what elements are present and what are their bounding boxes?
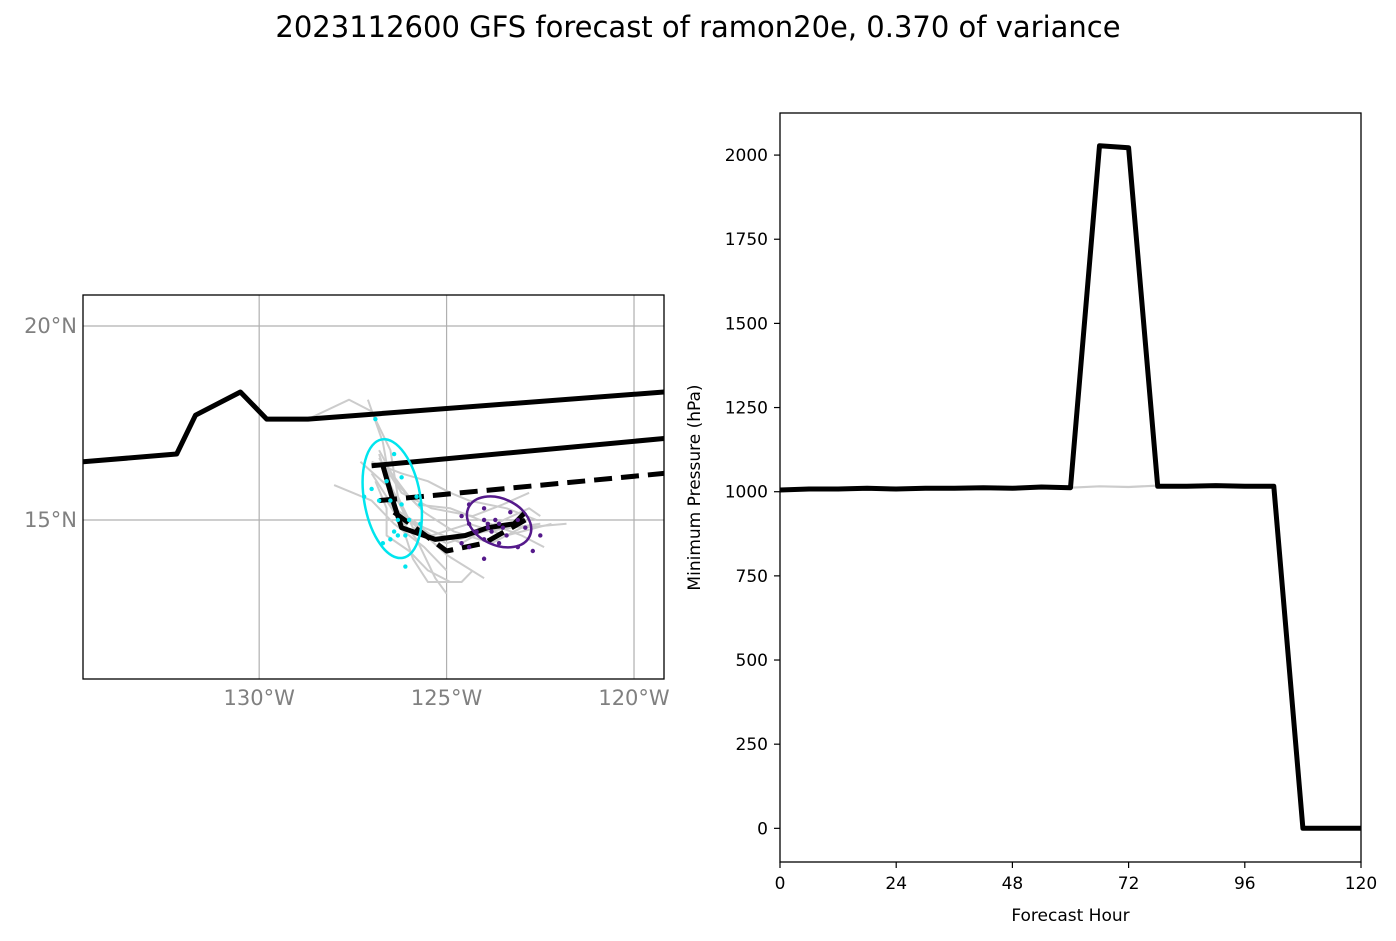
cluster-a-point	[361, 494, 367, 499]
cluster-b-point	[496, 541, 502, 546]
ensemble-track	[374, 480, 451, 583]
y-tick-label: 1000	[725, 483, 768, 503]
y-tick-label: 0	[757, 819, 768, 839]
cluster-a-point	[388, 498, 393, 503]
ensemble-track	[307, 398, 541, 545]
y-tick-label: 250	[736, 735, 768, 755]
cluster-a-point	[418, 502, 423, 507]
map-tracks	[83, 389, 664, 554]
x-tick-label: 24	[885, 874, 907, 894]
y-tick-label: 1250	[725, 399, 768, 419]
cluster-a-point	[376, 498, 382, 503]
pressure-series	[780, 143, 1361, 831]
cluster-a-point	[414, 494, 419, 499]
figure-title: 2023112600 GFS forecast of ramon20e, 0.3…	[275, 10, 1121, 44]
cluster-b-point	[523, 525, 528, 530]
uncertainty-ellipse	[465, 495, 533, 549]
ensemble-track	[333, 484, 448, 572]
map-ellipses	[361, 437, 533, 560]
cluster-b-point	[485, 525, 491, 530]
cluster-b-point	[489, 529, 494, 534]
map-grid	[83, 295, 664, 679]
x-tick-label: 96	[1234, 874, 1256, 894]
pressure-frame	[779, 112, 1362, 863]
ensemble-track	[378, 457, 530, 518]
y-tick-label: 2000	[725, 146, 768, 166]
map-lon-tick-label: 125°W	[411, 686, 483, 710]
cluster-a-point	[418, 521, 423, 527]
cluster-b-point	[466, 521, 472, 527]
cluster-b-point	[538, 533, 543, 538]
cluster-a-point	[373, 416, 378, 422]
cluster-b-point	[474, 529, 479, 534]
cluster-b-point	[515, 544, 521, 550]
cluster-b-point	[515, 517, 521, 523]
cluster-a-point	[395, 533, 401, 538]
cluster-a-point	[391, 529, 397, 534]
cluster-a-point	[399, 502, 404, 507]
map-tick-labels: 130°W 125°W 120°W 20°N 15°N	[24, 314, 670, 710]
solid-track	[371, 436, 664, 469]
y-tick-label: 500	[736, 651, 768, 671]
map-lon-tick-label: 130°W	[223, 686, 295, 710]
cluster-b-point	[508, 510, 513, 515]
map-lon-tick-label: 120°W	[598, 686, 670, 710]
cluster-b-point	[481, 517, 487, 523]
x-tick-label: 0	[775, 874, 786, 894]
cluster-b-point	[504, 533, 509, 538]
x-tick-label: 72	[1118, 874, 1140, 894]
y-tick-label: 1500	[725, 314, 768, 334]
cluster-b-point	[481, 556, 487, 561]
cluster-a-point	[399, 475, 404, 480]
cluster-a-point	[369, 486, 374, 492]
cluster-b-point	[459, 513, 464, 519]
x-tick-label: 48	[1002, 874, 1024, 894]
ensemble-track	[378, 449, 545, 548]
pressure-panel: 0 24 48 72 96 120 0 250 500 750 1000 1250 1500 1750 20…	[685, 112, 1377, 926]
cluster-b-point	[496, 521, 502, 527]
y-axis-label: Minimum Pressure (hPa)	[685, 384, 705, 590]
cluster-b-point	[481, 537, 487, 542]
cluster-b-point	[500, 525, 506, 530]
cluster-b-point	[466, 544, 472, 550]
solid-track	[83, 389, 664, 465]
cluster-b-point	[493, 517, 498, 523]
map-panel: 130°W 125°W 120°W 20°N 15°N	[24, 294, 670, 710]
cluster-a-point	[403, 533, 408, 538]
cluster-a-point	[406, 517, 412, 523]
cluster-b-point	[466, 502, 472, 507]
map-lat-tick-label: 20°N	[24, 314, 77, 338]
y-tick-label: 1750	[725, 230, 768, 250]
pressure-line-main	[780, 143, 1361, 831]
pressure-axes: 0 24 48 72 96 120 0 250 500 750 1000 1250 1500 1750 20…	[725, 146, 1377, 894]
cluster-a-point	[395, 517, 401, 523]
x-axis-label: Forecast Hour	[1011, 906, 1129, 926]
y-tick-label: 750	[736, 567, 768, 587]
cluster-b-point	[459, 541, 464, 546]
map-frame	[82, 294, 665, 680]
cluster-a-point	[391, 451, 397, 457]
cluster-b-point	[530, 548, 536, 554]
cluster-a-point	[388, 537, 393, 542]
cluster-a-point	[380, 541, 386, 546]
x-tick-label: 120	[1345, 874, 1377, 894]
cluster-a-point	[384, 478, 389, 484]
cluster-a-point	[403, 564, 408, 569]
dashed-track	[378, 470, 664, 504]
uncertainty-ellipse	[361, 437, 424, 560]
map-points	[361, 416, 543, 569]
cluster-b-point	[481, 506, 487, 511]
cluster-b-point	[485, 521, 491, 527]
solid-track	[380, 465, 528, 542]
map-lat-tick-label: 15°N	[24, 508, 77, 532]
